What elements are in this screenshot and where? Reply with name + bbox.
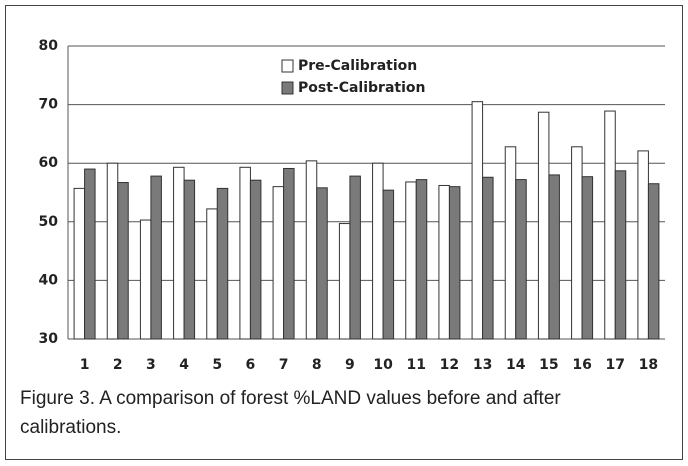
bar [338, 223, 351, 340]
x-tick-label: 7 [279, 357, 289, 373]
bar [84, 168, 96, 340]
bar [73, 187, 86, 340]
legend-label: Post-Calibration [298, 80, 425, 96]
y-tick-label: 80 [39, 38, 59, 54]
x-tick-label: 14 [506, 357, 526, 373]
bar [548, 174, 560, 340]
bar [415, 179, 428, 340]
x-tick-label: 2 [113, 357, 123, 373]
frame [5, 5, 683, 460]
bar [504, 146, 517, 340]
bar [106, 162, 119, 340]
x-tick-label: 10 [373, 357, 393, 373]
bar [150, 175, 162, 340]
bar [239, 166, 251, 340]
bar [482, 176, 494, 340]
bar [604, 110, 616, 340]
x-tick-label: 16 [572, 357, 591, 373]
x-tick-label: 11 [407, 357, 426, 373]
legend-swatch [281, 81, 294, 95]
bar [206, 208, 218, 340]
x-tick-label: 5 [212, 357, 222, 373]
bar [272, 186, 285, 340]
x-tick-label: 18 [639, 357, 658, 373]
bar [117, 182, 129, 340]
y-tick-label: 40 [39, 272, 59, 288]
bar [647, 183, 660, 340]
x-tick-label: 1 [80, 357, 90, 373]
x-tick-label: 17 [606, 357, 625, 373]
bar [581, 176, 594, 340]
bar [614, 170, 627, 340]
bar [283, 167, 295, 340]
bar [537, 111, 550, 340]
y-tick-label: 30 [39, 331, 59, 347]
bar [249, 179, 262, 340]
caption: Figure 3. A comparison of forest %LAND v… [20, 388, 561, 438]
y-tick-label: 70 [39, 97, 59, 113]
y-tick-label: 60 [39, 155, 59, 171]
legend-label: Pre-Calibration [298, 58, 417, 74]
bar [515, 179, 527, 340]
y-tick-label: 50 [39, 214, 59, 230]
bar [372, 162, 384, 340]
bar [316, 187, 328, 340]
x-tick-label: 4 [179, 357, 189, 373]
bar [349, 175, 361, 340]
x-tick-label: 15 [539, 357, 558, 373]
x-tick-label: 13 [473, 357, 492, 373]
bar [173, 166, 185, 340]
bar [571, 146, 583, 340]
x-tick-label: 6 [246, 357, 256, 373]
bar [216, 187, 229, 340]
bar [305, 160, 318, 340]
bar [637, 150, 649, 340]
x-tick-label: 9 [345, 357, 355, 373]
bar [382, 189, 395, 340]
bar [438, 184, 450, 340]
x-tick-label: 12 [440, 357, 459, 373]
bar [448, 186, 461, 340]
x-tick-label: 8 [312, 357, 322, 373]
legend-swatch [281, 59, 294, 73]
x-tick-label: 3 [146, 357, 156, 373]
bar [139, 219, 152, 340]
bar [405, 181, 417, 340]
bar [183, 179, 196, 340]
bar [471, 101, 484, 340]
